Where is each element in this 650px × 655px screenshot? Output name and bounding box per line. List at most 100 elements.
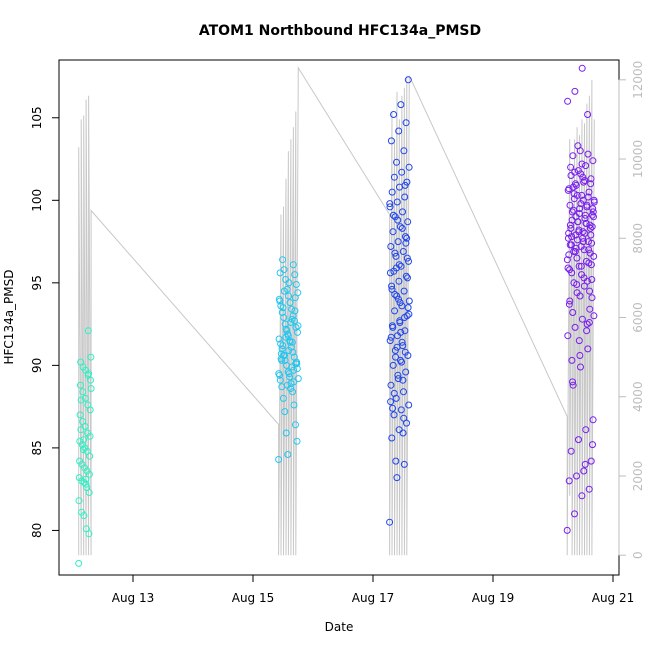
- data-point: [401, 193, 409, 201]
- data-point: [404, 218, 412, 226]
- data-point: [285, 292, 293, 300]
- chart-title: ATOM1 Northbound HFC134a_PMSD: [199, 23, 481, 39]
- data-point: [281, 352, 289, 359]
- data-point: [389, 228, 397, 236]
- data-point: [570, 279, 578, 287]
- data-point: [285, 347, 293, 354]
- data-point: [567, 172, 575, 179]
- data-point: [590, 312, 598, 320]
- data-point: [566, 297, 574, 305]
- data-point: [402, 119, 410, 127]
- data-point: [578, 315, 586, 323]
- data-point: [566, 266, 574, 274]
- data-point: [288, 305, 296, 313]
- data-point: [586, 224, 594, 232]
- data-point: [576, 292, 584, 300]
- y2-tick-label: 0: [631, 551, 645, 559]
- data-point: [583, 320, 591, 328]
- data-point: [575, 436, 582, 444]
- data-point: [79, 446, 87, 454]
- data-point: [393, 343, 401, 351]
- data-point: [294, 322, 302, 330]
- x-tick-label: Aug 21: [592, 591, 635, 605]
- data-point: [389, 361, 397, 369]
- data-point: [398, 224, 406, 232]
- data-point: [386, 269, 394, 277]
- data-point: [395, 295, 402, 303]
- data-point: [288, 315, 296, 323]
- data-point: [388, 434, 396, 442]
- data-point: [588, 211, 596, 219]
- data-point: [394, 371, 402, 379]
- data-point: [574, 142, 582, 150]
- data-point: [571, 323, 579, 331]
- data-point: [589, 441, 596, 449]
- data-point: [578, 160, 586, 168]
- data-point: [287, 385, 295, 392]
- y2-tick-label: 10000: [631, 140, 645, 178]
- data-point: [589, 157, 597, 165]
- data-point: [575, 262, 583, 270]
- data-point: [282, 333, 290, 341]
- data-point: [584, 150, 592, 158]
- data-point: [405, 257, 412, 265]
- x-tick-label: Aug 17: [352, 591, 395, 605]
- data-point: [76, 411, 84, 419]
- data-point: [77, 396, 85, 404]
- data-point: [291, 307, 299, 315]
- data-point: [587, 180, 595, 188]
- data-point: [579, 234, 587, 242]
- data-point: [563, 256, 571, 264]
- data-point: [582, 426, 590, 434]
- data-point: [279, 394, 287, 402]
- data-point: [569, 381, 577, 389]
- y-tick-label: 90: [30, 358, 44, 373]
- plot-frame: [58, 59, 620, 576]
- y2-tick-label: 8000: [631, 223, 645, 254]
- data-point: [388, 282, 396, 290]
- y2-tick-label: 4000: [631, 381, 645, 412]
- data-point: [394, 216, 402, 224]
- data-point: [405, 297, 413, 305]
- axes-layer: Aug 13 Aug 15 Aug 17 Aug 19 Aug 21 80 85 90 95 10…: [30, 61, 645, 605]
- data-point: [76, 381, 84, 389]
- data-point: [284, 451, 292, 458]
- data-point: [572, 244, 580, 252]
- data-point: [287, 319, 295, 326]
- data-point: [401, 348, 409, 356]
- data-point: [394, 238, 402, 246]
- data-point: [585, 319, 593, 326]
- data-point: [588, 239, 596, 247]
- data-point: [395, 277, 403, 285]
- data-point: [405, 401, 413, 409]
- data-point: [291, 294, 299, 302]
- data-point: [389, 323, 397, 331]
- data-point: [80, 436, 88, 444]
- data-point: [386, 518, 394, 526]
- data-point: [399, 208, 406, 216]
- data-point: [581, 177, 589, 184]
- data-point: [275, 456, 283, 463]
- data-point: [570, 206, 577, 214]
- data-point: [392, 252, 400, 260]
- data-point: [405, 310, 413, 318]
- data-point: [289, 348, 297, 356]
- x-axis-label: Date: [325, 620, 354, 634]
- data-point: [563, 526, 571, 534]
- data-point: [79, 418, 87, 425]
- data-point: [76, 437, 84, 445]
- data-point: [588, 276, 596, 283]
- y-tick-label: 100: [30, 189, 44, 212]
- data-point: [578, 492, 586, 500]
- data-point: [286, 299, 294, 307]
- data-point: [390, 411, 398, 419]
- data-point: [405, 163, 413, 171]
- data-point: [293, 437, 301, 445]
- data-point: [575, 228, 583, 236]
- data-point: [577, 262, 585, 270]
- data-point: [390, 111, 398, 118]
- y-tick-label: 85: [30, 440, 44, 455]
- secondary-series-layer: [78, 66, 595, 556]
- data-point: [396, 299, 404, 307]
- data-point: [392, 264, 400, 272]
